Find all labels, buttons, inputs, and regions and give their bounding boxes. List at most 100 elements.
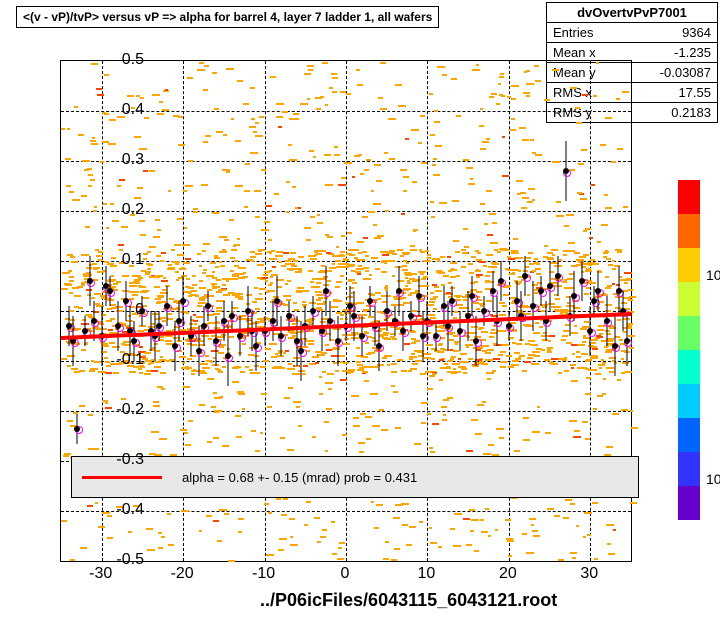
data-point — [514, 298, 520, 304]
data-point — [469, 293, 475, 299]
data-point — [547, 283, 553, 289]
data-point — [131, 338, 137, 344]
plot-area: alpha = 0.68 +- 0.15 (mrad) prob = 0.431 — [60, 60, 632, 562]
data-point — [571, 293, 577, 299]
ytick-label: 0.4 — [122, 101, 144, 119]
data-point — [156, 323, 162, 329]
data-point — [176, 318, 182, 324]
data-point — [591, 298, 597, 304]
data-point — [506, 323, 512, 329]
colorbar-label: 10 — [706, 267, 720, 283]
data-point — [82, 328, 88, 334]
ytick-label: -0.3 — [116, 451, 144, 469]
file-path: ../P06icFiles/6043115_6043121.root — [260, 590, 557, 611]
ytick-label: -0.5 — [116, 551, 144, 569]
ytick-label: -0.4 — [116, 501, 144, 519]
data-point — [616, 288, 622, 294]
data-point — [221, 318, 227, 324]
data-point — [91, 318, 97, 324]
data-point — [408, 313, 414, 319]
data-point — [180, 298, 186, 304]
data-point — [172, 343, 178, 349]
stats-meanx: -1.235 — [674, 45, 711, 60]
data-point — [213, 338, 219, 344]
data-point — [473, 338, 479, 344]
data-point — [87, 278, 93, 284]
xtick-label: 0 — [341, 565, 350, 583]
data-point — [457, 328, 463, 334]
data-point — [66, 323, 72, 329]
chart-title: <(v - vP)/tvP> versus vP => alpha for ba… — [16, 6, 439, 28]
data-point — [278, 333, 284, 339]
data-point — [237, 333, 243, 339]
data-point — [310, 308, 316, 314]
legend-text: alpha = 0.68 +- 0.15 (mrad) prob = 0.431 — [182, 470, 417, 485]
data-point — [245, 308, 251, 314]
data-point — [298, 348, 304, 354]
colorbar: 1010 — [678, 180, 700, 520]
data-point — [624, 338, 630, 344]
data-point — [612, 343, 618, 349]
data-point — [359, 333, 365, 339]
data-point — [400, 328, 406, 334]
stats-meanx-label: Mean x — [553, 45, 596, 60]
xtick-label: -10 — [252, 565, 275, 583]
ytick-label: 0.5 — [122, 51, 144, 69]
data-point — [595, 288, 601, 294]
data-point — [164, 303, 170, 309]
data-point — [579, 278, 585, 284]
data-point — [445, 323, 451, 329]
data-point — [522, 273, 528, 279]
stats-rmsy: 0.2183 — [671, 105, 711, 120]
stats-meany: -0.03087 — [660, 65, 711, 80]
data-point — [107, 288, 113, 294]
stats-rmsx: 17.55 — [678, 85, 711, 100]
stats-entries: 9364 — [682, 25, 711, 40]
data-point — [201, 323, 207, 329]
ytick-label: 0 — [135, 301, 144, 319]
stats-entries-label: Entries — [553, 25, 593, 40]
ytick-label: -0.1 — [116, 351, 144, 369]
data-point — [490, 288, 496, 294]
data-point — [449, 298, 455, 304]
data-point — [294, 338, 300, 344]
xtick-label: -20 — [171, 565, 194, 583]
data-point — [274, 298, 280, 304]
data-point — [530, 303, 536, 309]
data-point — [270, 318, 276, 324]
data-point — [538, 288, 544, 294]
ytick-label: 0.2 — [122, 201, 144, 219]
data-point — [205, 303, 211, 309]
xtick-label: 30 — [580, 565, 598, 583]
ytick-label: 0.1 — [122, 251, 144, 269]
xtick-label: 20 — [499, 565, 517, 583]
data-point — [74, 426, 80, 432]
data-point — [384, 308, 390, 314]
data-point — [347, 303, 353, 309]
xtick-label: 10 — [418, 565, 436, 583]
data-point — [587, 328, 593, 334]
stats-name: dvOvertvPvP7001 — [577, 5, 687, 20]
data-point — [441, 303, 447, 309]
data-point — [351, 313, 357, 319]
data-point — [604, 318, 610, 324]
colorbar-label: 10 — [706, 471, 720, 487]
data-point — [225, 353, 231, 359]
data-point — [433, 333, 439, 339]
xtick-label: -30 — [89, 565, 112, 583]
data-point — [420, 333, 426, 339]
data-point — [376, 343, 382, 349]
data-point — [481, 308, 487, 314]
data-point — [396, 288, 402, 294]
data-point — [123, 298, 129, 304]
data-point — [498, 278, 504, 284]
data-point — [323, 288, 329, 294]
data-point — [196, 348, 202, 354]
data-point — [115, 323, 121, 329]
data-point — [563, 168, 569, 174]
legend-box: alpha = 0.68 +- 0.15 (mrad) prob = 0.431 — [71, 456, 639, 498]
data-point — [416, 293, 422, 299]
ytick-label: 0.3 — [122, 151, 144, 169]
data-point — [253, 343, 259, 349]
data-point — [286, 313, 292, 319]
